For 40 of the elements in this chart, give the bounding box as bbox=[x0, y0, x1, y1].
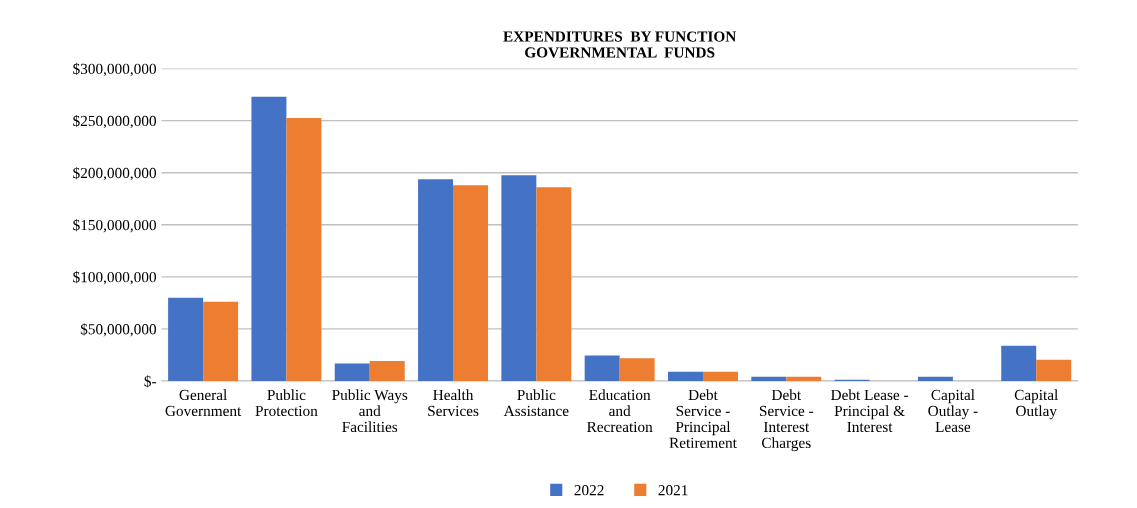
bar bbox=[584, 355, 620, 381]
x-tick-label: Public Ways and Facilities bbox=[332, 389, 408, 433]
bar bbox=[203, 301, 239, 381]
bar bbox=[786, 376, 822, 381]
y-tick-label: $250,000,000 bbox=[73, 114, 157, 129]
x-tick-label: Debt Service - Interest Charges bbox=[759, 389, 814, 452]
y-tick-label: $50,000,000 bbox=[80, 323, 157, 337]
bar bbox=[369, 360, 405, 381]
bar bbox=[702, 371, 738, 381]
bar bbox=[1036, 359, 1072, 381]
x-tick-label: Public Assistance bbox=[503, 389, 569, 417]
y-tick-label: $200,000,000 bbox=[73, 166, 157, 181]
bar bbox=[453, 185, 489, 381]
bar bbox=[168, 297, 204, 381]
chart-title: EXPENDITURES BY FUNCTION GOVERNMENTAL FUNDS bbox=[503, 31, 737, 58]
x-tick-label: Debt Lease - Principal & Interest bbox=[831, 389, 909, 433]
bar bbox=[418, 179, 454, 381]
y-tick-label: $- bbox=[144, 375, 157, 388]
x-tick-label: Public Protection bbox=[255, 389, 318, 417]
y-tick-label: $300,000,000 bbox=[73, 62, 157, 77]
bar bbox=[667, 371, 703, 381]
x-tick-label: Capital Outlay - Lease bbox=[928, 389, 978, 433]
y-tick-label: $150,000,000 bbox=[73, 219, 157, 233]
x-tick-label: Health Services bbox=[428, 389, 479, 417]
x-tick-label: Education and Recreation bbox=[587, 389, 653, 433]
legend-label: 2021 bbox=[658, 485, 688, 496]
x-tick-label: Capital Outlay bbox=[1014, 389, 1058, 420]
x-tick-label: Debt Service - Principal Retirement bbox=[669, 389, 737, 449]
bar bbox=[286, 118, 322, 381]
bar bbox=[334, 363, 370, 381]
y-tick-label: $100,000,000 bbox=[73, 271, 157, 285]
bar bbox=[1001, 345, 1037, 381]
bar bbox=[917, 376, 953, 381]
bar bbox=[536, 187, 572, 381]
x-tick-label: General Government bbox=[165, 389, 242, 417]
bar bbox=[751, 376, 787, 381]
bar bbox=[501, 175, 537, 381]
bar bbox=[251, 96, 287, 381]
bar bbox=[619, 358, 655, 381]
legend-label: 2022 bbox=[574, 485, 604, 496]
